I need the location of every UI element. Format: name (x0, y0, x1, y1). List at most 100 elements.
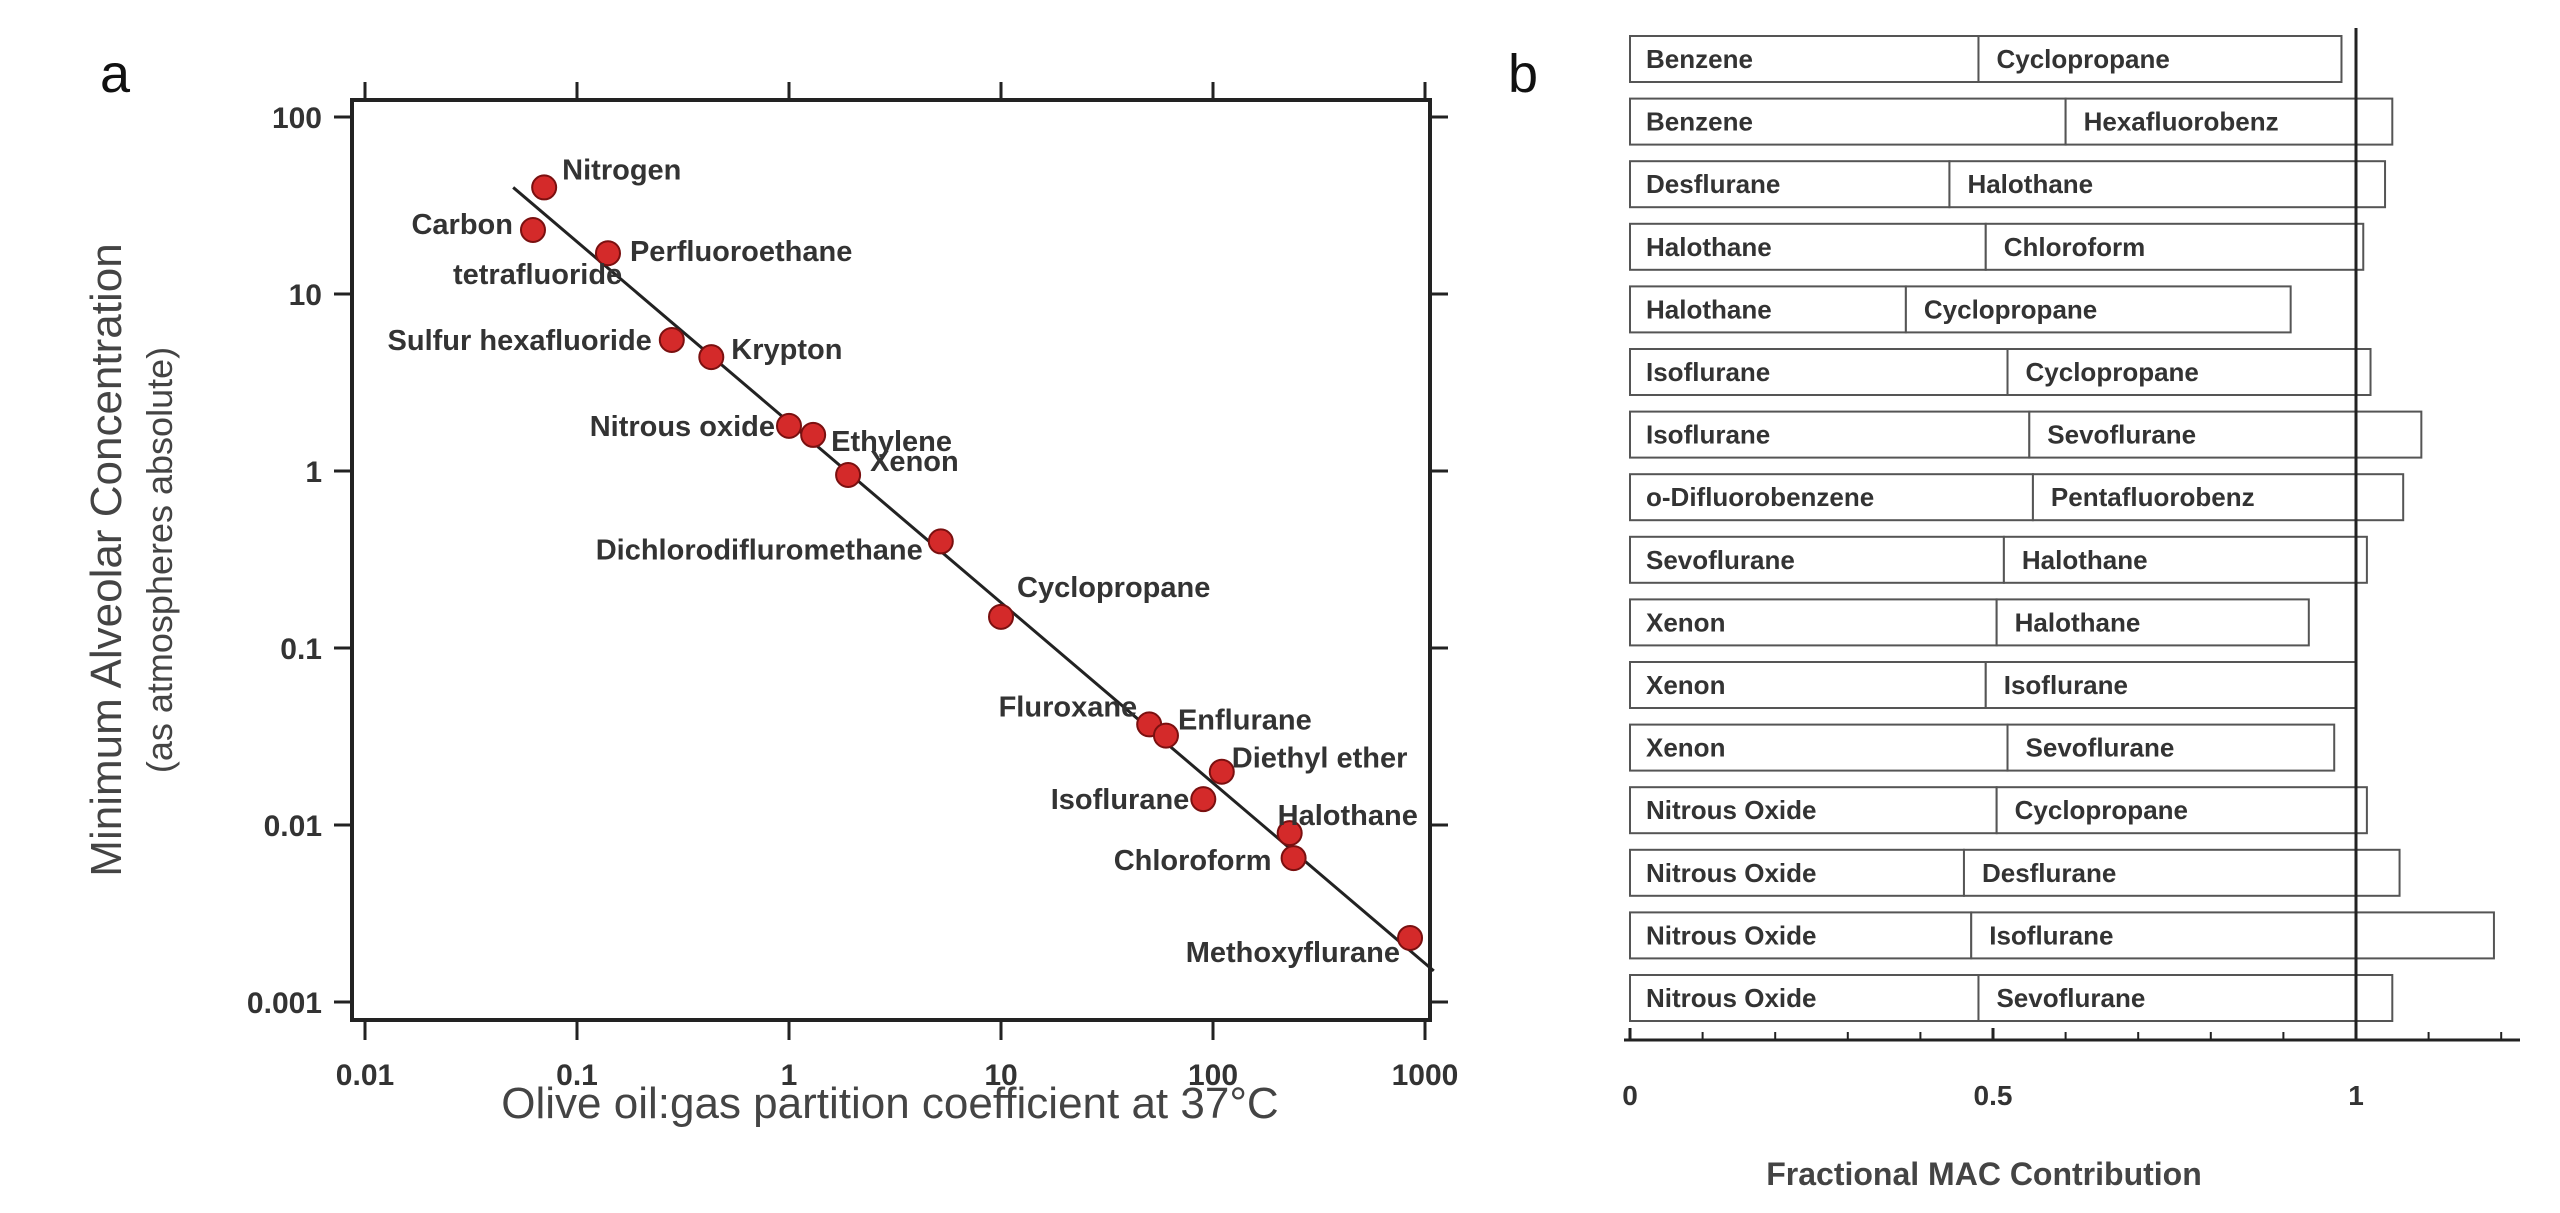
bar-label-first: Xenon (1646, 670, 1725, 700)
label-krypton: Krypton (731, 334, 842, 366)
panel-a-y-axis-title: Minimum Alveolar Concentration (82, 243, 131, 876)
bar-segment-second (1995, 786, 2368, 835)
bar-segment-first (1629, 535, 2005, 584)
label-nitrous-oxide: Nitrous oxide (590, 411, 775, 443)
label-fluroxane: Fluroxane (999, 691, 1138, 723)
x-tick-label: 100 (1188, 1059, 1238, 1092)
panel-a-points (519, 174, 1424, 951)
bar-label-first: Isoflurane (1646, 357, 1770, 387)
bar-segment-first (1629, 661, 1987, 709)
label-sulfur-hexafluoride: Sulfur hexafluoride (388, 325, 652, 357)
bar-segment-second (2006, 723, 2336, 772)
bar-label-first: Sevoflurane (1646, 545, 1795, 575)
bar-label-second: Cyclopropane (2026, 357, 2199, 387)
x-tick-label: 1 (781, 1059, 798, 1092)
bar-label-second: Sevoflurane (2026, 733, 2175, 763)
y-tick-label: 0.1 (280, 633, 322, 666)
panel-a-x-axis-title: Olive oil:gas partition coefficient at 3… (501, 1079, 1278, 1128)
label-ethylene: Ethylene (831, 426, 952, 458)
bar-label-second: Halothane (2022, 545, 2148, 575)
b-x-tick-label: 0 (1622, 1080, 1638, 1111)
bar-label-second: Chloroform (2004, 232, 2146, 262)
bar-label-first: Nitrous Oxide (1646, 983, 1816, 1013)
bar-label-second: Halothane (1967, 169, 2093, 199)
label-halothane: Halothane (1278, 800, 1418, 832)
label-nitrogen: Nitrogen (562, 154, 681, 186)
point-chloroform (1280, 845, 1307, 872)
point-dichlorodifluromethane (927, 528, 954, 555)
bar-segment-second (1904, 285, 2292, 334)
b-x-tick-label: 0.5 (1974, 1080, 2013, 1111)
bar-label-first: Xenon (1646, 733, 1725, 763)
point-sulfur-hexafluoride (658, 326, 685, 353)
point-diethyl-ether (1208, 758, 1235, 785)
point-enflurane (1152, 722, 1179, 749)
bar-segment-second (2064, 97, 2394, 146)
bar-label-first: Halothane (1646, 294, 1772, 324)
bar-label-first: o-Difluorobenzene (1646, 482, 1874, 512)
panel-a-ticks: 0.01 0.1 1 10 100 1000 100 10 1 0.1 0.01 0.001 (247, 82, 1458, 1092)
bar-segment-second (1984, 661, 2357, 709)
bar-row: Xenon Halothane (1629, 598, 2310, 647)
point-xenon (835, 461, 862, 488)
bar-row: Nitrous Oxide Desflurane (1629, 848, 2401, 897)
bar-row: Xenon Isoflurane (1629, 661, 2357, 709)
point-isoflurane (1190, 786, 1217, 813)
bar-label-second: Sevoflurane (2047, 420, 2196, 450)
bar-label-first: Nitrous Oxide (1646, 858, 1816, 888)
bar-segment-first (1629, 222, 1987, 271)
point-methoxyflurane (1397, 924, 1424, 951)
y-tick-label: 0.001 (247, 987, 322, 1020)
panel-b-bars: Benzene Cyclopropane Benzene Hexafluorobenz… (1629, 35, 2495, 1022)
label-dichlorodifluromethane: Dichlorodifluromethane (596, 534, 923, 566)
point-carbon-tetrafluoride (519, 216, 546, 243)
bar-row: Nitrous Oxide Cyclopropane (1629, 786, 2368, 835)
bar-segment-second (2031, 473, 2405, 522)
bar-segment-second (1977, 974, 2394, 1022)
bar-segment-second (1977, 35, 2343, 83)
panel-b-ticks: 0 0.5 1 (1622, 1028, 2503, 1111)
bar-segment-second (2006, 348, 2372, 396)
bar-segment-first (1629, 473, 2034, 522)
bar-label-first: Isoflurane (1646, 420, 1770, 450)
x-tick-label: 10 (984, 1059, 1017, 1092)
point-nitrous-oxide (776, 412, 802, 439)
x-tick-label: 0.01 (336, 1059, 394, 1092)
bar-row: Nitrous Oxide Sevoflurane (1629, 974, 2394, 1022)
bar-row: Nitrous Oxide Isoflurane (1629, 911, 2495, 960)
bar-label-second: Halothane (2015, 607, 2141, 637)
bar-row: Halothane Cyclopropane (1629, 285, 2292, 334)
bar-label-first: Desflurane (1646, 169, 1780, 199)
panel-b-chart: Benzene Cyclopropane Benzene Hexafluorobenz… (1618, 28, 2520, 1192)
bar-label-first: Benzene (1646, 107, 1753, 137)
bar-label-second: Cyclopropane (1996, 44, 2169, 74)
label-xenon: Xenon (870, 446, 959, 478)
bar-segment-second (1984, 222, 2365, 271)
bar-row: Sevoflurane Halothane (1629, 535, 2368, 584)
label-perfluoroethane: Perfluoroethane (630, 236, 852, 268)
bar-segment-first (1629, 97, 2067, 146)
bar-segment-first (1629, 974, 1980, 1022)
bar-segment-first (1629, 598, 1998, 647)
panel-a-plot-frame (350, 98, 1432, 1022)
bar-segment-second (1962, 848, 2401, 897)
bar-row: Isoflurane Cyclopropane (1629, 348, 2372, 396)
point-halothane (1276, 820, 1303, 847)
bar-segment-first (1629, 848, 1965, 897)
bar-row: Halothane Chloroform (1629, 222, 2365, 271)
bar-label-first: Benzene (1646, 44, 1753, 74)
label-isoflurane: Isoflurane (1051, 784, 1190, 816)
bar-label-second: Isoflurane (1989, 920, 2113, 950)
bar-row: Benzene Hexafluorobenz (1629, 97, 2394, 146)
panel-a-y-axis-subtitle: (as atmospheres absolute) (139, 347, 180, 773)
label-carbon-tetrafluoride-line2: tetrafluoride (453, 259, 622, 291)
point-ethylene (800, 421, 827, 448)
y-tick-label: 10 (289, 279, 322, 312)
bar-segment-first (1629, 410, 2031, 459)
bar-label-first: Halothane (1646, 232, 1772, 262)
y-tick-label: 0.01 (264, 810, 322, 843)
bar-label-second: Pentafluorobenz (2051, 482, 2255, 512)
y-tick-label: 1 (305, 456, 322, 489)
bar-segment-second (1948, 160, 2387, 209)
bar-row: Desflurane Halothane (1629, 160, 2387, 209)
